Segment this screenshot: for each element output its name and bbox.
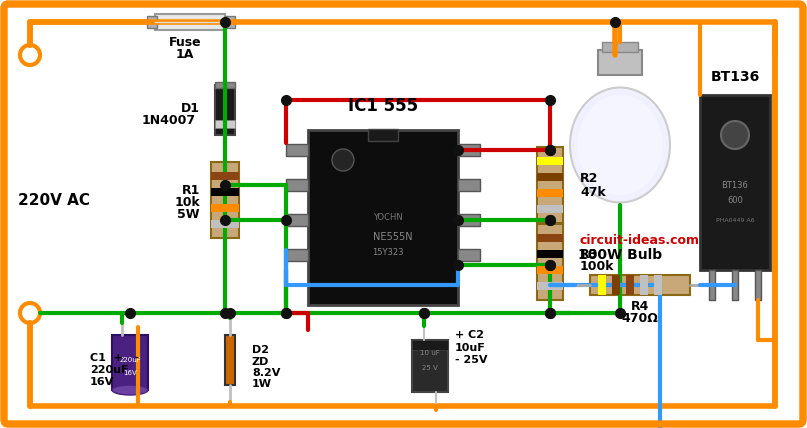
Text: 10 uF: 10 uF <box>420 350 440 356</box>
Text: IC1 555: IC1 555 <box>348 97 418 115</box>
Bar <box>709 270 715 300</box>
Text: 1N4007: 1N4007 <box>142 113 196 127</box>
Bar <box>412 340 448 392</box>
Bar <box>215 120 235 128</box>
Text: 220uF: 220uF <box>119 357 141 363</box>
Bar <box>537 157 563 165</box>
Ellipse shape <box>578 95 663 195</box>
Text: 16V: 16V <box>90 377 115 387</box>
Bar <box>368 129 398 141</box>
Bar <box>537 205 563 213</box>
Bar <box>147 16 157 28</box>
Text: YOCHN: YOCHN <box>373 212 403 222</box>
Bar <box>286 144 308 156</box>
Bar <box>700 95 770 270</box>
Text: 1W: 1W <box>252 379 272 389</box>
Bar <box>458 179 480 191</box>
Text: 10k: 10k <box>174 196 200 208</box>
Ellipse shape <box>721 121 749 149</box>
Text: 25 V: 25 V <box>422 365 438 371</box>
Bar <box>602 42 638 52</box>
Text: R1: R1 <box>182 184 200 196</box>
Bar <box>286 214 308 226</box>
Text: 470Ω: 470Ω <box>621 312 659 326</box>
Text: circuit-ideas.com: circuit-ideas.com <box>580 234 700 247</box>
Text: 220V AC: 220V AC <box>18 193 90 208</box>
Text: 100k: 100k <box>580 261 614 273</box>
Bar <box>225 16 235 28</box>
Bar <box>458 249 480 261</box>
Bar <box>537 282 563 290</box>
FancyBboxPatch shape <box>4 4 803 424</box>
Text: 15Y323: 15Y323 <box>372 247 404 256</box>
Text: - 25V: - 25V <box>455 355 487 365</box>
Text: 8.2V: 8.2V <box>252 368 280 378</box>
Bar <box>598 50 642 75</box>
Bar <box>598 275 606 295</box>
Bar <box>412 340 448 350</box>
Bar <box>286 179 308 191</box>
Bar <box>626 275 634 295</box>
Text: 16V: 16V <box>123 370 137 376</box>
Bar <box>537 147 563 223</box>
Bar <box>537 224 563 300</box>
Bar <box>286 249 308 261</box>
Bar <box>537 250 563 258</box>
Bar <box>537 266 563 274</box>
Bar <box>458 144 480 156</box>
Text: 100W Bulb: 100W Bulb <box>578 248 662 262</box>
Ellipse shape <box>112 385 148 395</box>
Text: + C2: + C2 <box>455 330 484 340</box>
Bar <box>612 275 620 295</box>
Text: BT136: BT136 <box>721 181 748 190</box>
Bar <box>215 85 235 135</box>
Text: NE555N: NE555N <box>373 232 413 242</box>
Bar <box>211 220 239 228</box>
Bar <box>225 335 235 385</box>
Bar <box>211 162 239 238</box>
Text: PHA0449 A6: PHA0449 A6 <box>716 217 755 223</box>
Bar <box>654 275 662 295</box>
Text: 220uF: 220uF <box>90 365 128 375</box>
Bar <box>211 172 239 180</box>
Text: Fuse: Fuse <box>169 36 201 48</box>
Bar <box>590 275 690 295</box>
Bar <box>640 275 648 295</box>
Bar <box>537 189 563 197</box>
Text: 5W: 5W <box>178 208 200 220</box>
Bar <box>458 214 480 226</box>
Text: C1  +   -: C1 + - <box>90 353 139 363</box>
Ellipse shape <box>332 149 354 171</box>
Bar <box>112 335 148 390</box>
Text: 47k: 47k <box>580 185 606 199</box>
Text: D2: D2 <box>252 345 269 355</box>
Text: ZD: ZD <box>252 357 270 367</box>
Text: 600: 600 <box>727 196 743 205</box>
Text: R3: R3 <box>580 249 598 262</box>
Bar <box>755 270 761 300</box>
Bar <box>537 234 563 242</box>
Bar <box>155 14 225 30</box>
Ellipse shape <box>570 87 670 202</box>
Text: R4: R4 <box>631 300 649 313</box>
Bar <box>211 188 239 196</box>
Bar <box>211 204 239 212</box>
Text: 1A: 1A <box>176 48 194 60</box>
Text: BT136: BT136 <box>710 70 759 84</box>
Circle shape <box>20 45 40 65</box>
Bar <box>215 82 235 88</box>
Bar <box>308 130 458 305</box>
Text: D1: D1 <box>181 101 200 115</box>
Text: 10uF: 10uF <box>455 343 486 353</box>
Circle shape <box>20 303 40 323</box>
Text: R2: R2 <box>580 172 598 184</box>
Bar <box>537 173 563 181</box>
Bar <box>732 270 738 300</box>
